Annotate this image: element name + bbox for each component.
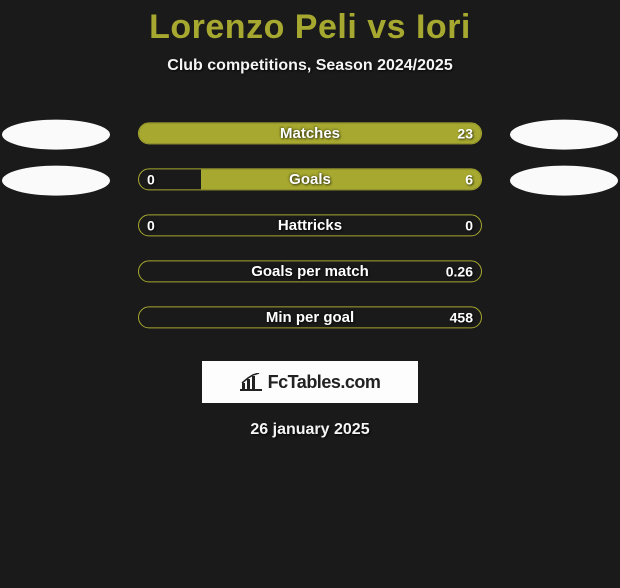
stat-row: Goals per match0.26 bbox=[0, 255, 620, 301]
stat-row: Matches23 bbox=[0, 117, 620, 163]
stat-value-right: 6 bbox=[465, 171, 473, 187]
page-title: Lorenzo Peli vs Iori bbox=[0, 8, 620, 47]
stat-label: Goals per match bbox=[139, 263, 481, 280]
player-avatar-left bbox=[2, 120, 110, 150]
stat-label: Hattricks bbox=[139, 217, 481, 234]
chart-icon bbox=[240, 373, 262, 391]
stat-value-right: 23 bbox=[457, 125, 473, 141]
stat-bar: Matches23 bbox=[138, 122, 482, 144]
comparison-rows: Matches23Goals06Hattricks00Goals per mat… bbox=[0, 117, 620, 347]
player-avatar-right bbox=[510, 120, 618, 150]
stat-bar: Hattricks0 0 bbox=[138, 214, 482, 236]
stat-bar: Min per goal458 bbox=[138, 306, 482, 328]
page-subtitle: Club competitions, Season 2024/2025 bbox=[0, 57, 620, 75]
stat-label: Matches bbox=[139, 125, 481, 142]
stat-row: Hattricks0 0 bbox=[0, 209, 620, 255]
player-avatar-right bbox=[510, 166, 618, 196]
stat-value-right: 0.26 bbox=[446, 263, 473, 279]
stat-label: Min per goal bbox=[139, 309, 481, 326]
footer-brand-text: FcTables.com bbox=[268, 372, 381, 393]
stat-value-left: 0 bbox=[147, 217, 155, 233]
stat-row: Goals0 6 bbox=[0, 163, 620, 209]
stat-value-right: 458 bbox=[450, 309, 473, 325]
footer-logo: FcTables.com bbox=[202, 361, 418, 403]
stat-label: Goals bbox=[139, 171, 481, 188]
stat-value-right: 0 bbox=[465, 217, 473, 233]
stat-value-left: 0 bbox=[147, 171, 155, 187]
stat-bar: Goals per match0.26 bbox=[138, 260, 482, 282]
stat-row: Min per goal458 bbox=[0, 301, 620, 347]
footer-date: 26 january 2025 bbox=[0, 421, 620, 439]
stat-bar: Goals0 6 bbox=[138, 168, 482, 190]
player-avatar-left bbox=[2, 166, 110, 196]
